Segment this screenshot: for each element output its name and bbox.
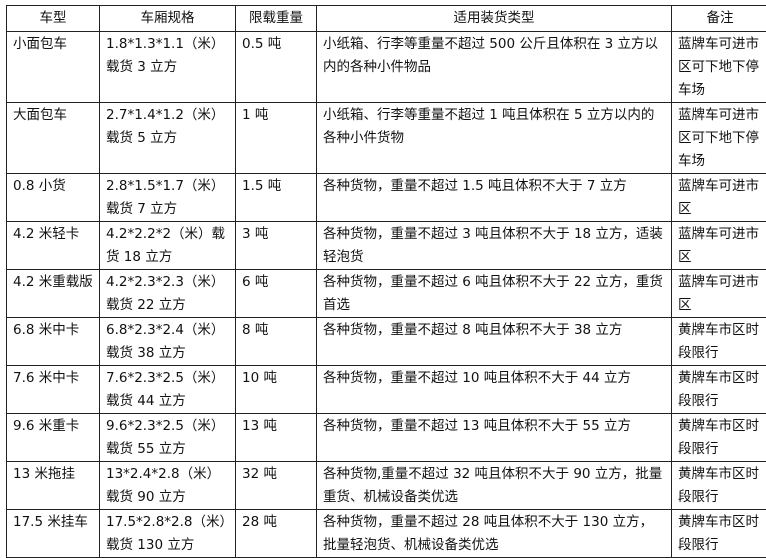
load-limit-cell: 32 吨	[236, 462, 317, 510]
cargo-types-cell: 小纸箱、行李等重量不超过 1 吨且体积在 5 立方以内的各种小件货物	[317, 103, 672, 174]
load-limit-cell: 8 吨	[236, 318, 317, 366]
cargo-box-size-cell: 4.2*2.3*2.3（米）载货 22 立方	[100, 270, 236, 318]
cargo-types-cell: 各种货物，重量不超过 8 吨且体积不大于 38 立方	[317, 318, 672, 366]
load-limit-cell: 1 吨	[236, 103, 317, 174]
vehicle-type-cell: 7.6 米中卡	[7, 366, 100, 414]
remarks-cell: 黄牌车市区时段限行	[672, 318, 766, 366]
vehicle-type-cell: 4.2 米重载版	[7, 270, 100, 318]
cargo-box-size-cell: 2.8*1.5*1.7（米）载货 7 立方	[100, 174, 236, 222]
cargo-types-cell: 各种货物,重量不超过 32 吨且体积不大于 90 立方，批量重货、机械设备类优选	[317, 462, 672, 510]
remarks-cell: 蓝牌车可进市区	[672, 174, 766, 222]
cargo-box-size-cell: 1.8*1.3*1.1（米）载货 3 立方	[100, 32, 236, 103]
vehicle-type-cell: 6.8 米中卡	[7, 318, 100, 366]
cargo-types-cell: 各种货物，重量不超过 10 吨且体积不大于 44 立方	[317, 366, 672, 414]
cargo-box-size-cell: 6.8*2.3*2.4（米）载货 38 立方	[100, 318, 236, 366]
cargo-types-cell: 各种货物，重量不超过 28 吨且体积不大于 130 立方，批量轻泡货、机械设备类…	[317, 510, 672, 558]
vehicle-type-cell: 大面包车	[7, 103, 100, 174]
load-limit-cell: 3 吨	[236, 222, 317, 270]
remarks-cell: 黄牌车市区时段限行	[672, 510, 766, 558]
remarks-cell: 蓝牌车可进市区	[672, 270, 766, 318]
remarks-cell: 蓝牌车可进市区可下地下停车场	[672, 32, 766, 103]
header-cargo-types: 适用装货类型	[317, 6, 672, 32]
load-limit-cell: 10 吨	[236, 366, 317, 414]
cargo-types-cell: 各种货物，重量不超过 3 吨且体积不大于 18 立方，适装轻泡货	[317, 222, 672, 270]
load-limit-cell: 13 吨	[236, 414, 317, 462]
cargo-box-size-cell: 7.6*2.3*2.5（米）载货 44 立方	[100, 366, 236, 414]
remarks-cell: 黄牌车市区时段限行	[672, 414, 766, 462]
remarks-cell: 蓝牌车可进市区	[672, 222, 766, 270]
header-vehicle-type: 车型	[7, 6, 100, 32]
load-limit-cell: 28 吨	[236, 510, 317, 558]
cargo-box-size-cell: 13*2.4*2.8（米）载货 90 立方	[100, 462, 236, 510]
load-limit-cell: 6 吨	[236, 270, 317, 318]
vehicle-type-cell: 17.5 米挂车	[7, 510, 100, 558]
cargo-box-size-cell: 4.2*2.2*2（米）载货 18 立方	[100, 222, 236, 270]
cargo-box-size-cell: 17.5*2.8*2.8（米）载货 130 立方	[100, 510, 236, 558]
remarks-cell: 蓝牌车可进市区可下地下停车场	[672, 103, 766, 174]
remarks-cell: 黄牌车市区时段限行	[672, 366, 766, 414]
vehicle-type-cell: 小面包车	[7, 32, 100, 103]
vehicle-type-cell: 9.6 米重卡	[7, 414, 100, 462]
load-limit-cell: 0.5 吨	[236, 32, 317, 103]
cargo-box-size-cell: 9.6*2.3*2.5（米）载货 55 立方	[100, 414, 236, 462]
header-load-limit: 限载重量	[236, 6, 317, 32]
vehicle-type-cell: 13 米拖挂	[7, 462, 100, 510]
header-row: 车型 车厢规格 限载重量 适用装货类型 备注	[7, 6, 766, 32]
cargo-types-cell: 各种货物，重量不超过 1.5 吨且体积不大于 7 立方	[317, 174, 672, 222]
header-remarks: 备注	[672, 6, 766, 32]
cargo-box-size-cell: 2.7*1.4*1.2（米）载货 5 立方	[100, 103, 236, 174]
header-cargo-box-size: 车厢规格	[100, 6, 236, 32]
vehicle-type-cell: 0.8 小货	[7, 174, 100, 222]
cargo-types-cell: 各种货物，重量不超过 6 吨且体积不大于 22 立方，重货首选	[317, 270, 672, 318]
remarks-cell: 黄牌车市区时段限行	[672, 462, 766, 510]
cargo-types-cell: 小纸箱、行李等重量不超过 500 公斤且体积在 3 立方以内的各种小件物品	[317, 32, 672, 103]
load-limit-cell: 1.5 吨	[236, 174, 317, 222]
cargo-types-cell: 各种货物，重量不超过 13 吨且体积不大于 55 立方	[317, 414, 672, 462]
vehicle-type-cell: 4.2 米轻卡	[7, 222, 100, 270]
